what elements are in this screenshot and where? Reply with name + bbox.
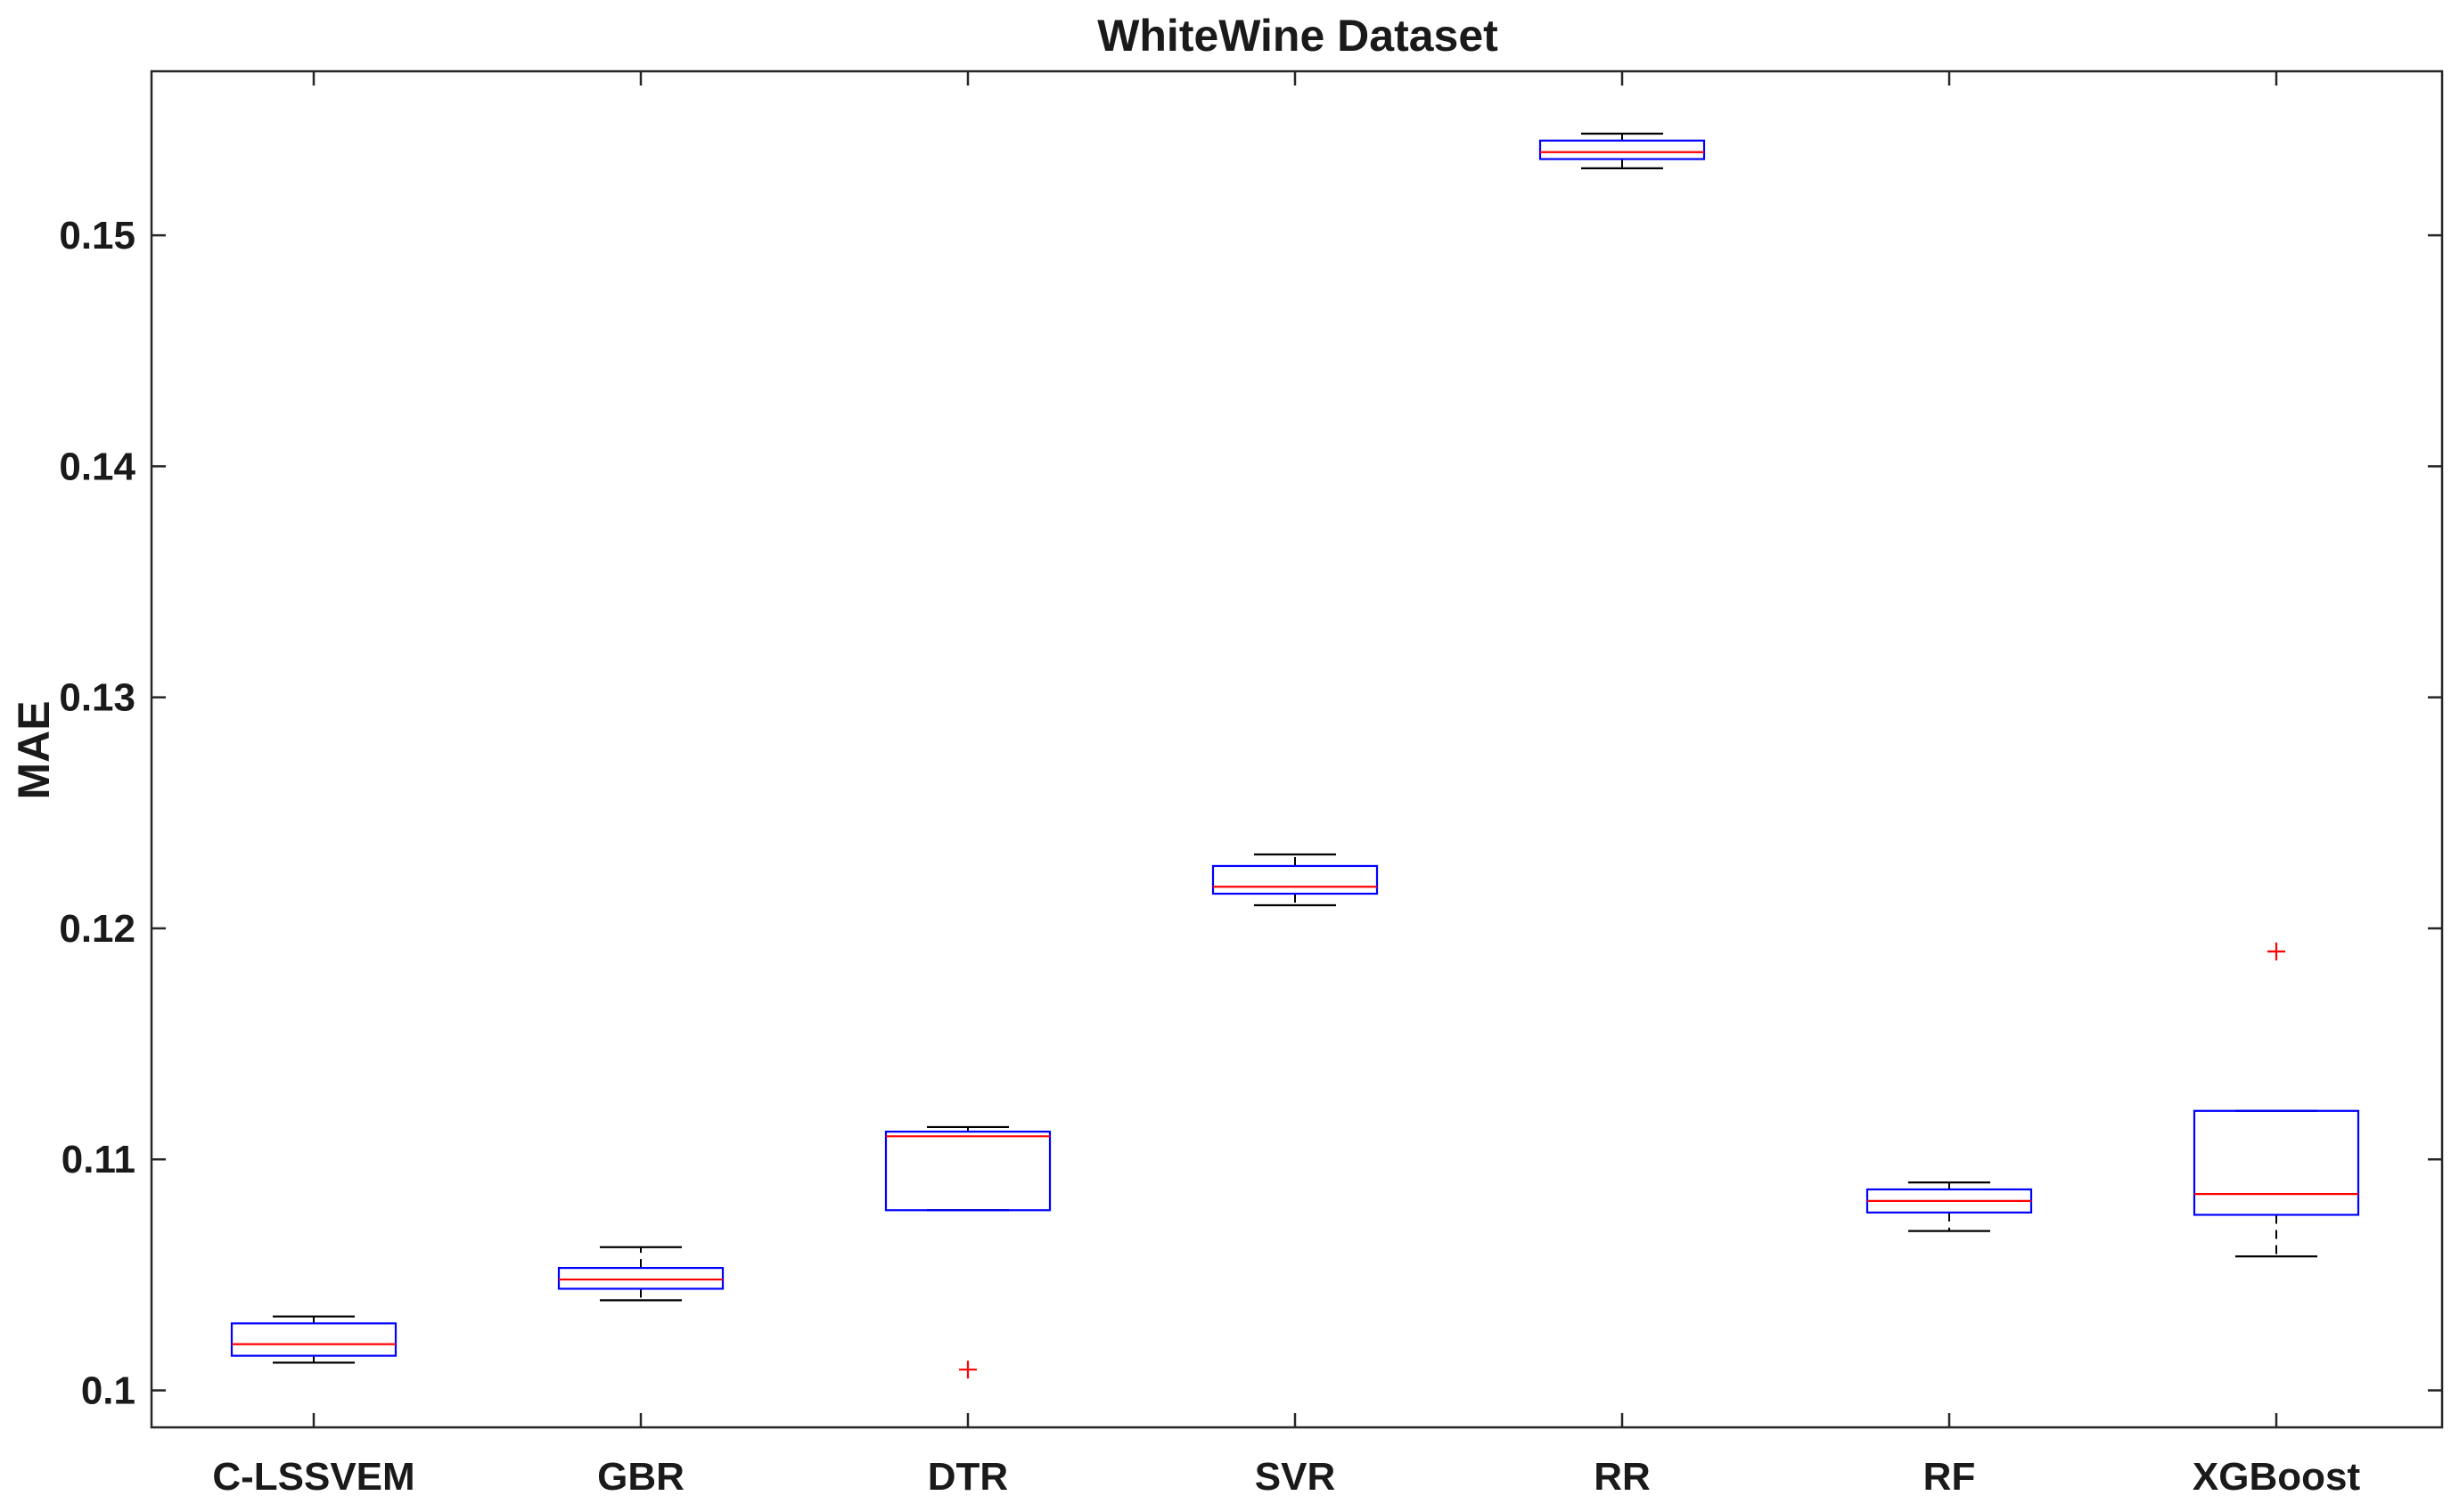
iqr-box [1211, 864, 1379, 895]
iqr-box [884, 1131, 1052, 1212]
x-tick-label: C-LSSVEM [212, 1455, 414, 1499]
outlier-marker [959, 1361, 977, 1379]
box-svr [1211, 853, 1379, 907]
y-tick-label: 0.12 [59, 907, 135, 951]
iqr-box [2193, 1109, 2360, 1216]
x-tick-label: DTR [928, 1455, 1008, 1499]
x-tick-label: SVR [1255, 1455, 1335, 1499]
outlier-marker [2267, 942, 2285, 960]
box-gbr [557, 1246, 725, 1302]
box-c-lssvem [230, 1315, 398, 1364]
chart-title: WhiteWine Dataset [1097, 11, 1498, 61]
x-tick-label: XGBoost [2193, 1455, 2361, 1499]
y-tick-label: 0.13 [59, 676, 135, 720]
box-dtr [884, 1125, 1052, 1379]
x-tick-label: RR [1594, 1455, 1651, 1499]
axes-frame [150, 69, 2444, 1429]
iqr-box [1538, 139, 1706, 160]
box-rr [1538, 132, 1706, 169]
x-tick-label: GBR [597, 1455, 684, 1499]
y-tick-label: 0.1 [81, 1369, 135, 1413]
iqr-box [557, 1266, 725, 1290]
plot-area: 0.1 0.11 0.12 0.13 0.14 0.15 C-LSSVEM GBR DTR SVR… [59, 69, 2444, 1499]
y-tick-label: 0.15 [59, 214, 135, 257]
iqr-box [230, 1322, 398, 1357]
box-xgboost [2193, 942, 2360, 1258]
box-rf [1865, 1181, 2033, 1232]
y-tick-label: 0.11 [61, 1138, 135, 1181]
y-tick-label: 0.14 [59, 445, 135, 488]
x-tick-label: RF [1923, 1455, 1976, 1499]
y-axis-label: MAE [9, 700, 59, 799]
